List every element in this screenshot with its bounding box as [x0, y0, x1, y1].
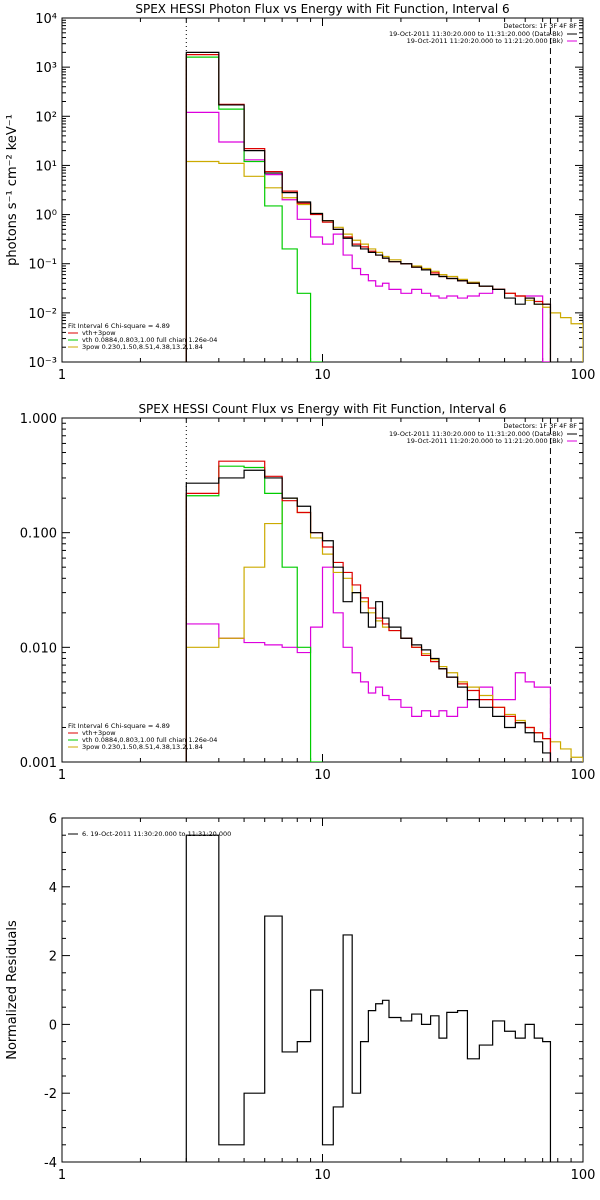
photon-y-tick-label: 10²	[35, 110, 57, 125]
photon-legend-header: Detectors: 1F 3F 4F 8F	[503, 22, 577, 30]
residual-series-residuals	[185, 834, 552, 1162]
residual-x-tick-label: 100	[571, 1168, 596, 1183]
count-series-bk	[185, 566, 552, 762]
photon-y-tick-label: 10⁰	[35, 209, 57, 224]
photon-flux-panel: 1 10 100 10⁻³ 10⁻² 10⁻¹ 10⁰ 10¹ 10² 10³ 10⁴ SPEX HE…	[5, 2, 595, 383]
count-fit-legend-entry: vth 0.0884,0.803,1.00 full chian 1.26e-0…	[82, 736, 217, 744]
photon-series-bk	[185, 111, 551, 362]
photon-fit-legend-entry: vth+3pow	[82, 329, 116, 337]
photon-x-tick-label: 100	[571, 368, 596, 383]
residual-legend-entry: 6. 19-Oct-2011 11:30:20.000 to 11:31:20.…	[82, 830, 231, 838]
photon-x-tick-label: 10	[314, 368, 331, 383]
count-legend-header: Detectors: 1F 3F 4F 8F	[503, 422, 577, 430]
residual-series-group	[185, 834, 552, 1162]
photon-y-tick-label: 10⁻³	[28, 356, 57, 371]
photon-fit-legend-entry: 3pow 0.230,1.50,8.51,4.38,13.2,1.84	[82, 343, 203, 351]
count-series-vth	[185, 465, 323, 762]
photon-y-tick-label: 10³	[35, 61, 57, 76]
count-legend-entry: 19-Oct-2011 11:30:20.000 to 11:31:20.000…	[389, 430, 563, 438]
photon-series-vth	[185, 56, 323, 362]
photon-y-tick-label: 10⁻²	[28, 307, 57, 322]
count-chart-title: SPEX HESSI Count Flux vs Energy with Fit…	[138, 402, 506, 416]
photon-y-tick-label: 10⁴	[35, 12, 57, 27]
count-fit-legend-entry: Fit Interval 6 Chi-square = 4.89	[68, 722, 170, 730]
photon-series-3pow	[185, 160, 583, 362]
residual-x-tick-label: 10	[314, 1168, 331, 1183]
photon-x-tick-label: 1	[58, 368, 66, 383]
residual-y-tick-label: -2	[44, 1087, 57, 1102]
photon-y-tick-label: 10¹	[35, 159, 57, 174]
residuals-panel: 1 10 100 -4 -2 0 2 4 6 Normalized Residuals 6. 19-…	[5, 812, 595, 1183]
residual-y-tick-label: 2	[49, 950, 57, 965]
photon-series-data-bk	[185, 51, 552, 362]
count-x-tick-label: 100	[571, 768, 596, 783]
photon-y-tick-label: 10⁻¹	[28, 258, 57, 273]
photon-fit-legend-entry: vth 0.0884,0.803,1.00 full chian 1.26e-0…	[82, 336, 217, 344]
photon-legend-entry: 19-Oct-2011 11:30:20.000 to 11:31:20.000…	[389, 30, 563, 38]
photon-fit-legend-entry: Fit Interval 6 Chi-square = 4.89	[68, 322, 170, 330]
residual-y-tick-label: -4	[44, 1156, 57, 1171]
residual-y-tick-label: 0	[49, 1018, 57, 1033]
count-series-group	[185, 460, 583, 762]
photon-series-vth-3pow	[185, 53, 552, 362]
photon-series-group	[185, 51, 583, 362]
count-y-tick-label: 0.010	[20, 641, 57, 656]
count-fit-legend-entry: vth+3pow	[82, 729, 116, 737]
residual-y-axis-label: Normalized Residuals	[5, 920, 20, 1060]
count-x-tick-label: 10	[314, 768, 331, 783]
count-legend-entry: 19-Oct-2011 11:20:20.000 to 11:21:20.000…	[407, 437, 563, 445]
count-flux-panel: 1 10 100 0.001 0.010 0.100 1.000 SPEX HESSI Cou…	[20, 402, 596, 783]
residual-y-tick-label: 6	[49, 812, 57, 827]
count-y-tick-label: 0.100	[20, 527, 57, 542]
photon-y-axis-label: photons s⁻¹ cm⁻² keV⁻¹	[5, 114, 20, 266]
residual-y-tick-label: 4	[49, 881, 57, 896]
count-fit-legend-entry: 3pow 0.230,1.50,8.51,4.38,13.2,1.84	[82, 743, 203, 751]
count-y-tick-label: 0.001	[20, 756, 57, 771]
photon-chart-title: SPEX HESSI Photon Flux vs Energy with Fi…	[135, 2, 509, 16]
residual-x-tick-label: 1	[58, 1168, 66, 1183]
count-x-tick-label: 1	[58, 768, 66, 783]
photon-legend-entry: 19-Oct-2011 11:20:20.000 to 11:21:20.000…	[407, 37, 563, 45]
count-series-data-bk	[185, 469, 552, 762]
count-y-tick-label: 1.000	[20, 412, 57, 427]
photon-plot-frame	[61, 17, 584, 363]
